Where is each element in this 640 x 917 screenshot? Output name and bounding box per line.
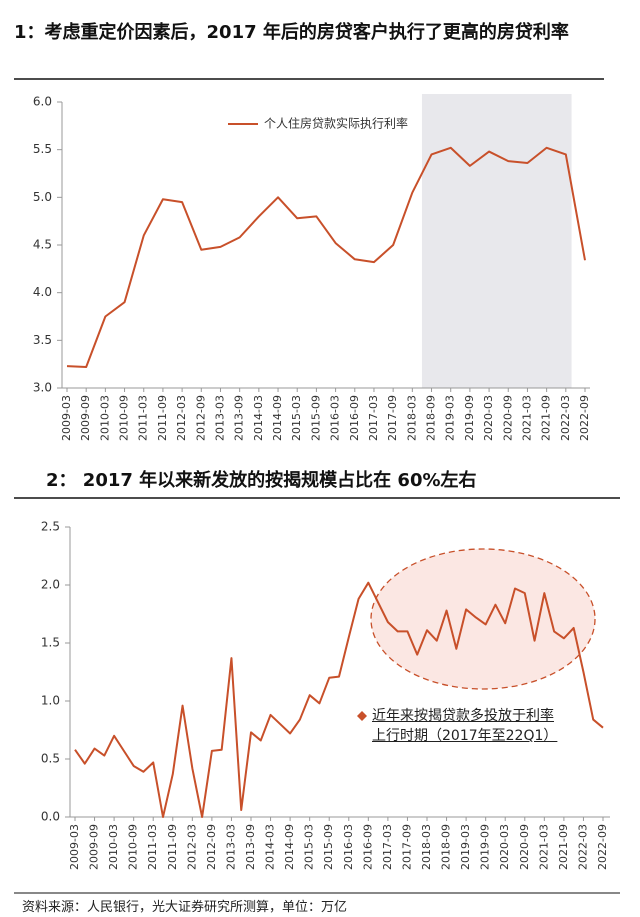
x-tick-label: 2011-09 <box>156 395 169 441</box>
y-tick-label: 5.0 <box>33 190 52 204</box>
y-tick-label: 5.5 <box>33 142 52 156</box>
x-tick-label: 2017-09 <box>386 395 399 441</box>
x-tick-label: 2012-03 <box>175 395 188 441</box>
x-tick-label: 2014-09 <box>283 824 296 870</box>
x-tick-label: 2009-03 <box>60 395 73 441</box>
x-tick-label: 2018-03 <box>420 824 433 870</box>
x-tick-label: 2016-03 <box>342 824 355 870</box>
x-tick-label: 2013-09 <box>233 395 246 441</box>
x-tick-label: 2012-09 <box>194 395 207 441</box>
x-tick-label: 2010-09 <box>127 824 140 870</box>
legend-marker <box>357 711 367 721</box>
y-tick-label: 2.0 <box>41 578 60 592</box>
x-tick-label: 2010-09 <box>118 395 131 441</box>
x-tick-label: 2022-03 <box>576 824 589 870</box>
y-tick-label: 2.5 <box>41 520 60 534</box>
legend-label: 近年来按揭贷款多投放于利率上行时期（2017年至22Q1） <box>372 708 558 744</box>
x-tick-label: 2022-09 <box>578 395 591 441</box>
x-tick-label: 2020-03 <box>498 824 511 870</box>
x-tick-label: 2013-03 <box>224 824 237 870</box>
x-tick-label: 2015-03 <box>290 395 303 441</box>
y-tick-label: 1.0 <box>41 694 60 708</box>
line-series <box>66 146 586 369</box>
x-tick-label: 2018-09 <box>425 395 438 441</box>
legend-label: 个人住房贷款实际执行利率 <box>264 116 408 131</box>
x-tick-label: 2016-09 <box>348 395 361 441</box>
x-tick-label: 2022-09 <box>596 824 609 870</box>
x-tick-label: 2016-09 <box>361 824 374 870</box>
y-tick-label: 3.5 <box>33 333 52 347</box>
y-tick-label: 4.5 <box>33 238 52 252</box>
x-tick-label: 2020-03 <box>482 395 495 441</box>
x-tick-label: 2020-09 <box>518 824 531 870</box>
chart-title: 1：考虑重定价因素后，2017 年后的房贷客户执行了更高的房贷利率 <box>14 22 569 43</box>
y-tick-label: 4.0 <box>33 285 52 299</box>
x-tick-label: 2017-03 <box>381 824 394 870</box>
highlight-ellipse <box>370 548 596 690</box>
line-series <box>74 581 604 818</box>
x-tick-label: 2009-09 <box>79 395 92 441</box>
x-tick-label: 2014-03 <box>252 395 265 441</box>
y-tick-label: 3.0 <box>33 381 52 395</box>
x-tick-label: 2013-03 <box>213 395 226 441</box>
x-tick-label: 2009-03 <box>68 824 81 870</box>
chart-title: 2： 2017 年以来新发放的按揭规模占比在 60%左右 <box>46 470 477 491</box>
x-tick-label: 2013-09 <box>244 824 257 870</box>
x-tick-label: 2011-09 <box>166 824 179 870</box>
x-tick-label: 2019-09 <box>463 395 476 441</box>
x-tick-label: 2011-03 <box>146 824 159 870</box>
x-tick-label: 2010-03 <box>107 824 120 870</box>
y-tick-label: 1.5 <box>41 636 60 650</box>
x-tick-label: 2014-03 <box>264 824 277 870</box>
x-tick-label: 2016-03 <box>329 395 342 441</box>
x-tick-label: 2019-09 <box>479 824 492 870</box>
x-tick-label: 2011-03 <box>137 395 150 441</box>
x-tick-label: 2021-09 <box>557 824 570 870</box>
x-tick-label: 2019-03 <box>459 824 472 870</box>
highlight-band <box>421 94 572 388</box>
x-tick-label: 2014-09 <box>271 395 284 441</box>
x-tick-label: 2017-03 <box>367 395 380 441</box>
source-note: 资料来源：人民银行，光大证券研究所测算，单位：万亿 <box>22 900 348 915</box>
x-tick-label: 2015-09 <box>309 395 322 441</box>
x-tick-label: 2017-09 <box>400 824 413 870</box>
y-tick-label: 0.5 <box>41 752 60 766</box>
y-tick-label: 0.0 <box>41 810 60 824</box>
x-tick-label: 2021-09 <box>540 395 553 441</box>
x-tick-label: 2021-03 <box>537 824 550 870</box>
x-tick-label: 2012-03 <box>185 824 198 870</box>
x-tick-label: 2018-09 <box>440 824 453 870</box>
x-tick-label: 2015-03 <box>303 824 316 870</box>
x-tick-label: 2015-09 <box>322 824 335 870</box>
x-tick-label: 2022-03 <box>559 395 572 441</box>
x-tick-label: 2021-03 <box>520 395 533 441</box>
x-tick-label: 2019-03 <box>444 395 457 441</box>
x-tick-label: 2010-03 <box>98 395 111 441</box>
x-tick-label: 2020-09 <box>501 395 514 441</box>
x-tick-label: 2018-03 <box>405 395 418 441</box>
x-tick-label: 2009-09 <box>88 824 101 870</box>
y-tick-label: 6.0 <box>33 95 52 109</box>
x-tick-label: 2012-09 <box>205 824 218 870</box>
